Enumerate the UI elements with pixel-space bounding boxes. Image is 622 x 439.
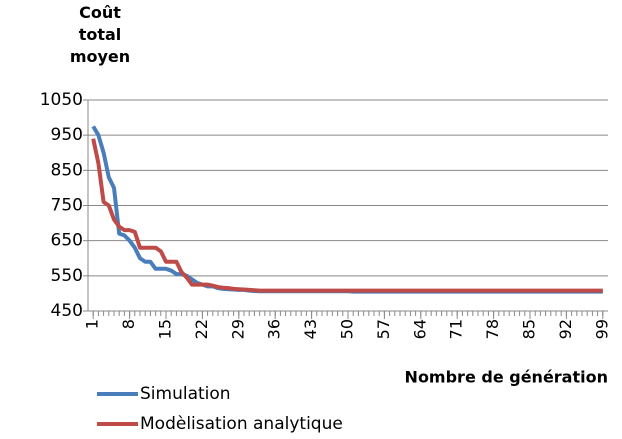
- x-tick-label: 22: [192, 319, 211, 339]
- x-tick-label: 99: [592, 319, 611, 339]
- x-tick-label: 50: [338, 319, 357, 339]
- y-tick-label: 650: [51, 231, 83, 251]
- legend-label: Modèlisation analytique: [140, 414, 343, 434]
- x-tick-label: 15: [156, 319, 175, 339]
- y-tick-label: 750: [51, 196, 83, 216]
- x-tick-label: 78: [483, 319, 502, 339]
- x-tick-label: 57: [374, 319, 393, 339]
- y-tick-label: 450: [51, 301, 83, 321]
- x-tick-label: 92: [556, 319, 575, 339]
- y-tick-label: 950: [51, 125, 83, 145]
- x-tick-label: 64: [410, 319, 429, 339]
- x-tick-label: 36: [265, 319, 284, 339]
- y-tick-label: 550: [51, 266, 83, 286]
- x-tick-label: 29: [228, 319, 247, 339]
- legend-label: Simulation: [140, 384, 231, 404]
- y-axis-label: Coût total moyen: [69, 3, 131, 66]
- y-tick-label: 1050: [40, 90, 83, 110]
- series-line: [91, 138, 603, 293]
- x-tick-label: 1: [83, 319, 102, 329]
- x-tick-label: 85: [520, 319, 539, 339]
- x-tick-label: 43: [301, 319, 320, 339]
- y-tick-label: 850: [51, 160, 83, 180]
- x-axis-label: Nombre de génération: [405, 368, 608, 387]
- series-line: [91, 125, 603, 294]
- x-tick-label: 8: [119, 319, 138, 329]
- x-tick-label: 71: [447, 319, 466, 339]
